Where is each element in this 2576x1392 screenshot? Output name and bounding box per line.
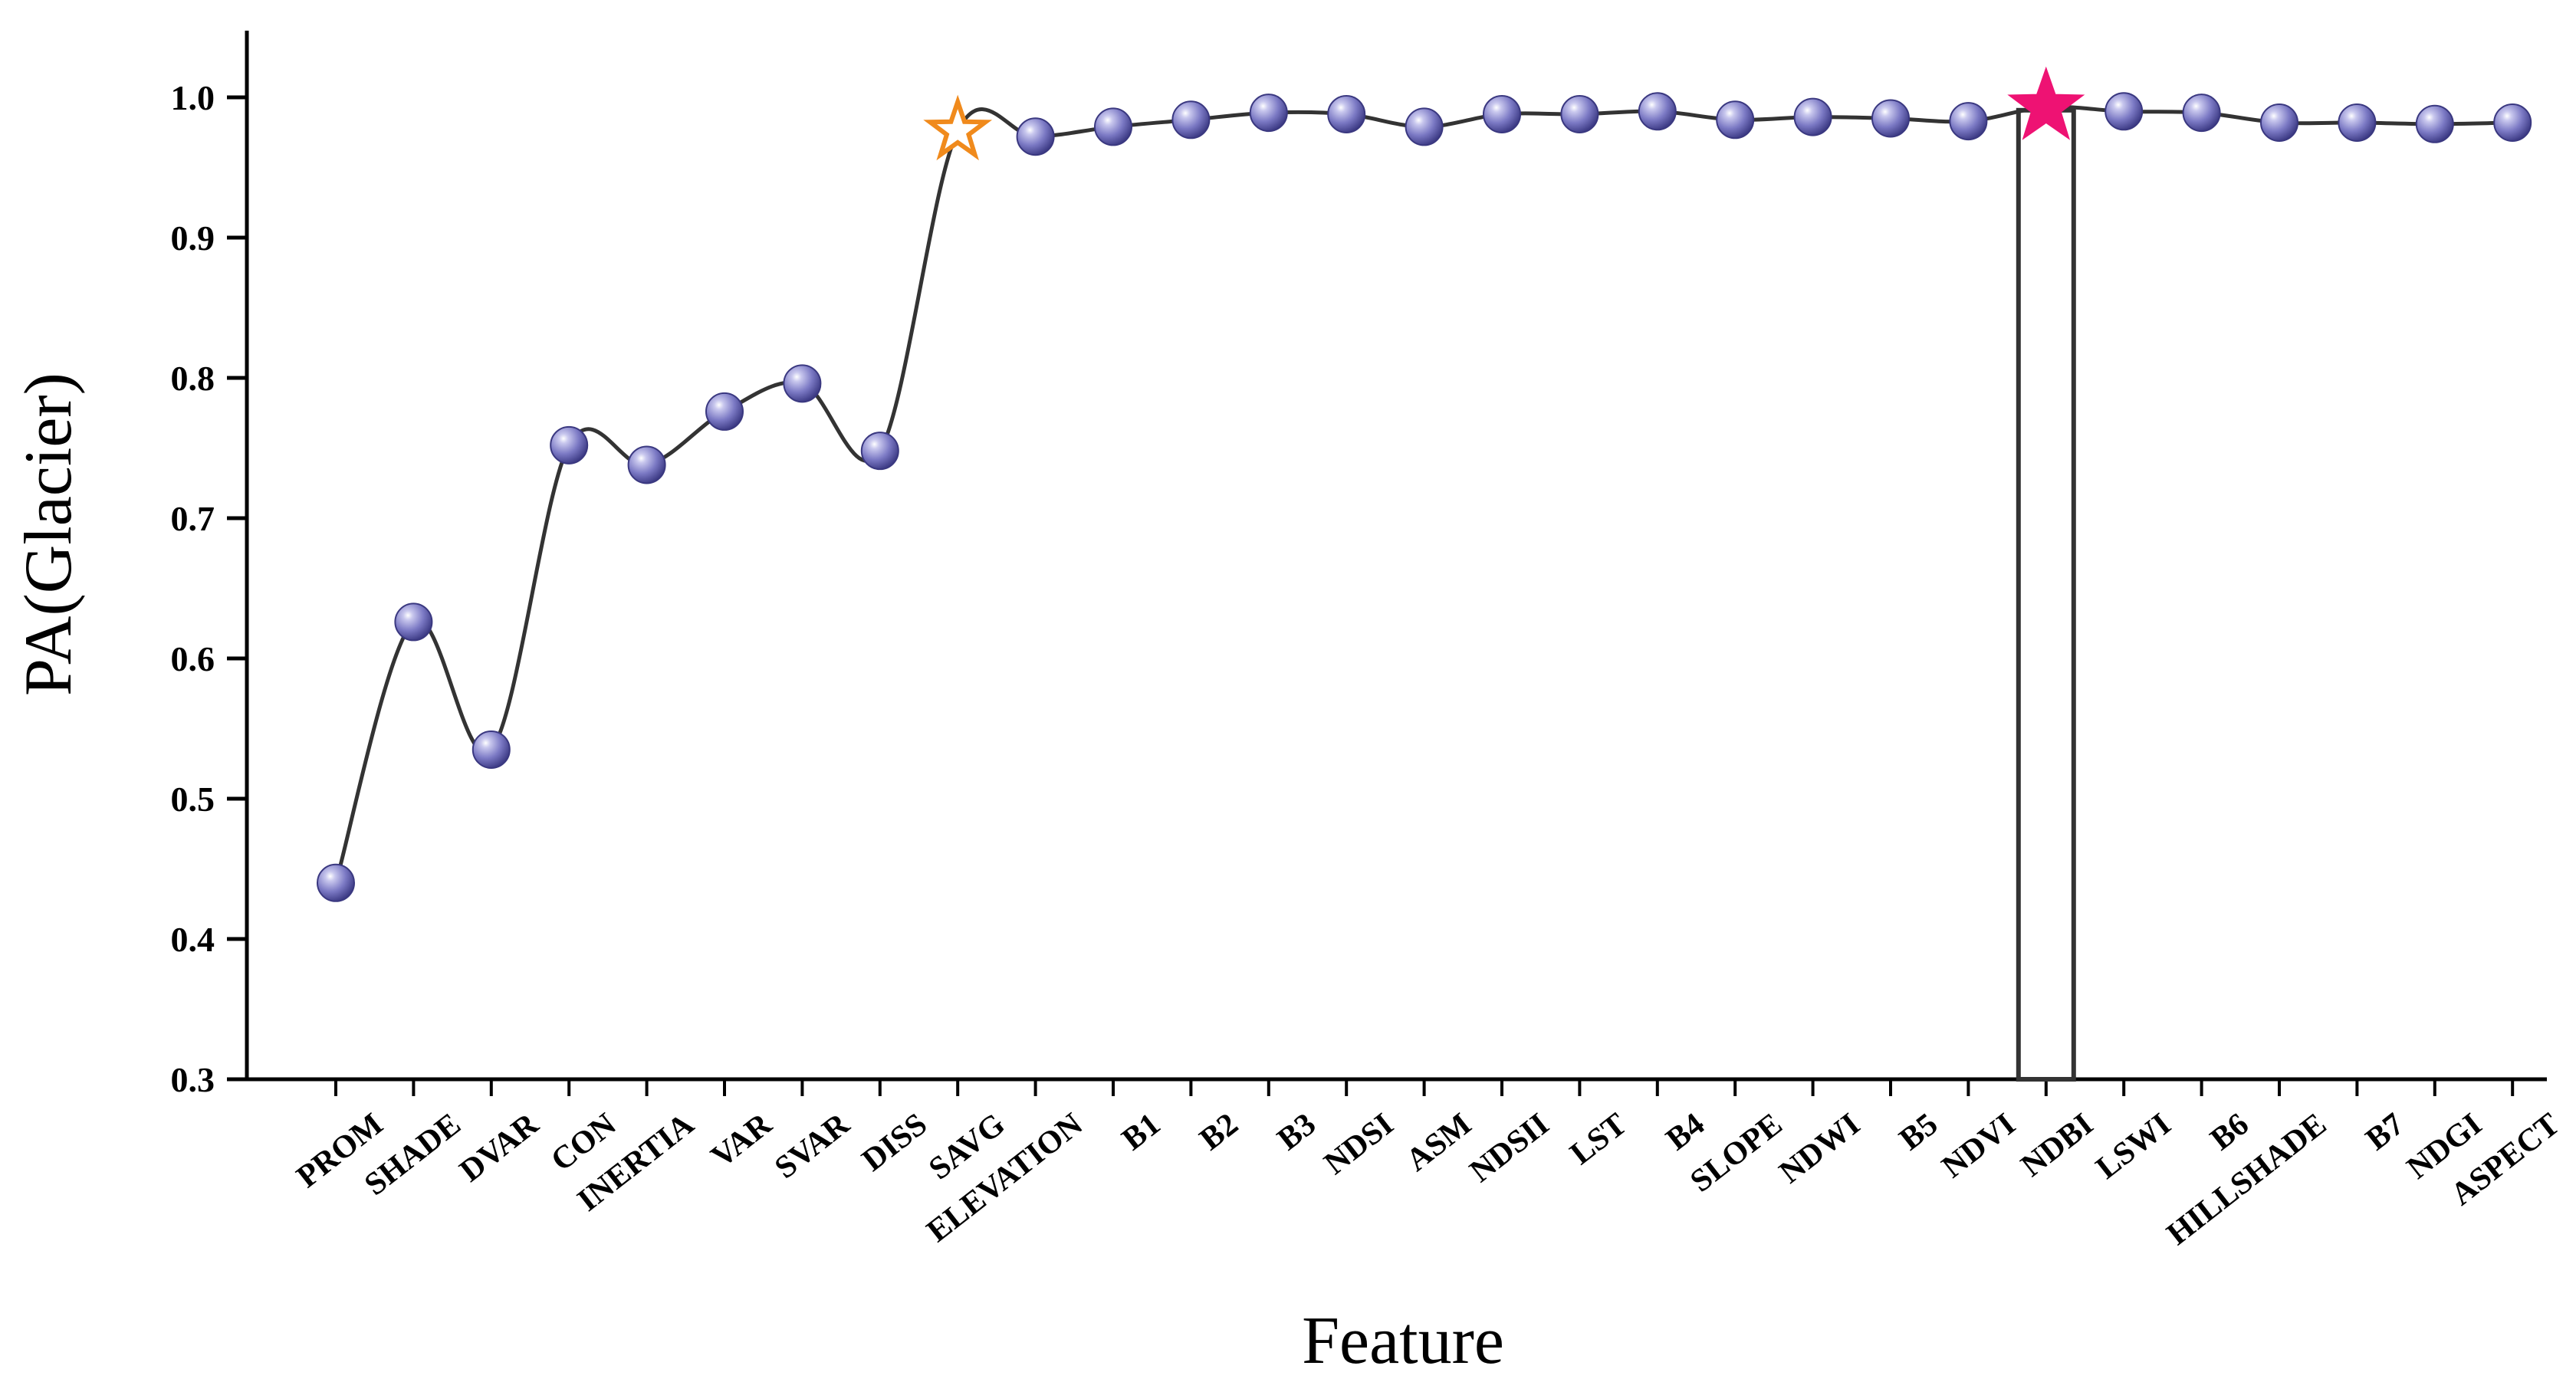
data-point bbox=[2104, 92, 2144, 131]
x-tick-label: LST bbox=[1564, 1107, 1634, 1172]
x-tick-label: B7 bbox=[2360, 1107, 2411, 1157]
x-tick-label: B2 bbox=[1194, 1107, 1245, 1157]
x-tick-label: B5 bbox=[1893, 1107, 1944, 1157]
y-axis-ticks: 0.3 0.4 0.5 0.6 0.7 0.8 0.9 1.0 bbox=[171, 78, 247, 1099]
data-point bbox=[1716, 100, 1755, 140]
x-tick-label: B6 bbox=[2204, 1107, 2256, 1157]
best-feature-box bbox=[2016, 107, 2076, 1082]
data-point bbox=[860, 432, 899, 471]
data-point bbox=[705, 392, 744, 431]
x-tick-label: DVAR bbox=[453, 1106, 545, 1189]
x-tick-label: B1 bbox=[1116, 1107, 1167, 1157]
data-point bbox=[2260, 103, 2298, 142]
y-tick-label: 1.0 bbox=[171, 78, 215, 117]
x-tick-label: NDSI bbox=[1318, 1107, 1400, 1182]
y-tick-label: 0.4 bbox=[171, 920, 215, 959]
data-point bbox=[783, 364, 822, 403]
x-tick-label: B3 bbox=[1271, 1107, 1322, 1157]
data-point bbox=[1793, 97, 1832, 136]
data-point bbox=[317, 863, 355, 902]
data-point bbox=[627, 445, 666, 484]
data-point bbox=[472, 730, 511, 769]
data-point bbox=[2338, 103, 2377, 142]
data-point bbox=[1327, 94, 1366, 133]
data-point bbox=[1016, 117, 1055, 156]
data-point bbox=[2415, 104, 2454, 143]
data-point bbox=[1871, 99, 1910, 138]
x-tick-label: B4 bbox=[1660, 1107, 1711, 1157]
data-point bbox=[1249, 94, 1288, 133]
x-tick-label: DISS bbox=[856, 1107, 934, 1179]
axes bbox=[245, 31, 2547, 1082]
data-point bbox=[2493, 103, 2532, 142]
ndbi-highlight-box bbox=[2016, 107, 2076, 1082]
y-tick-label: 0.7 bbox=[171, 499, 215, 538]
data-point bbox=[1483, 94, 1521, 133]
x-tick-label: VAR bbox=[705, 1106, 778, 1174]
y-tick-label: 0.5 bbox=[171, 780, 215, 819]
y-tick-label: 0.9 bbox=[171, 218, 215, 258]
data-point-star-filled bbox=[2007, 66, 2085, 140]
data-point bbox=[1405, 107, 1444, 146]
data-point bbox=[1094, 107, 1132, 146]
data-point-star-hollow bbox=[923, 94, 993, 161]
data-point bbox=[1638, 92, 1677, 131]
data-point bbox=[550, 425, 589, 465]
x-tick-label: LSWI bbox=[2090, 1107, 2178, 1187]
data-point bbox=[1949, 102, 1988, 141]
y-tick-label: 0.6 bbox=[171, 639, 215, 678]
x-tick-label: NDBI bbox=[2015, 1107, 2100, 1184]
x-tick-label: SVAR bbox=[768, 1106, 856, 1186]
x-tick-label: NDWI bbox=[1773, 1107, 1867, 1191]
y-tick-label: 0.3 bbox=[171, 1060, 215, 1099]
x-tick-label: NDVI bbox=[1936, 1107, 2022, 1185]
data-markers bbox=[317, 66, 2532, 902]
data-point bbox=[1560, 94, 1599, 133]
x-tick-label: ASM bbox=[1400, 1107, 1478, 1179]
y-tick-label: 0.8 bbox=[171, 359, 215, 398]
series-line bbox=[334, 104, 2513, 884]
data-point bbox=[394, 602, 433, 642]
y-axis-title: PA(Glacier) bbox=[12, 373, 86, 696]
x-tick-label: NDSII bbox=[1464, 1107, 1556, 1190]
x-axis-title: Feature bbox=[1302, 1304, 1504, 1378]
data-point bbox=[1171, 100, 1211, 140]
data-point bbox=[2182, 94, 2221, 133]
